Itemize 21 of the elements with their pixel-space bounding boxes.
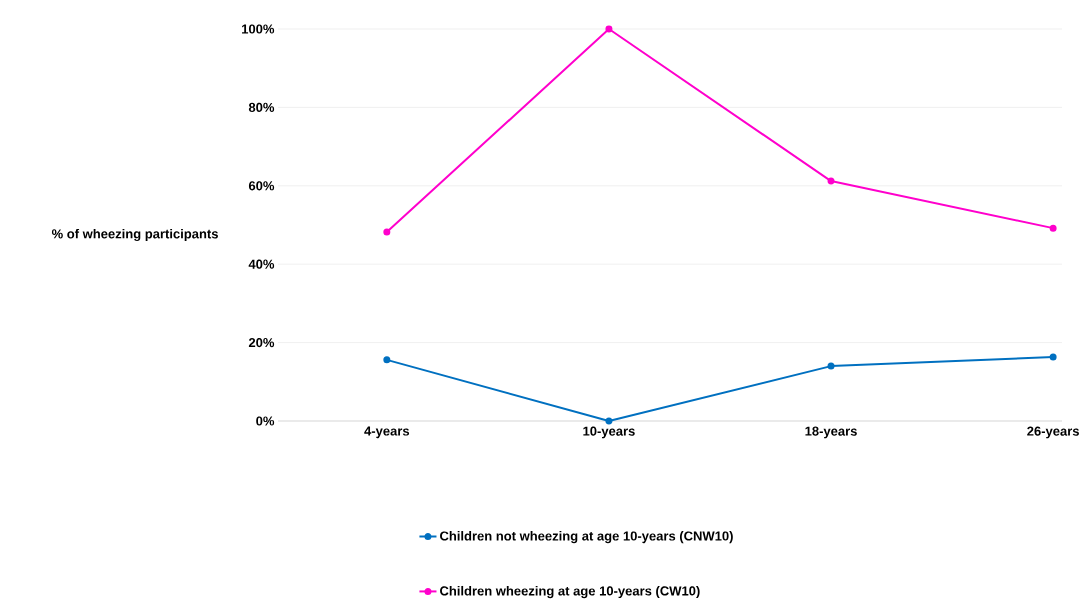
y-tick-label: 100% — [242, 24, 275, 34]
y-axis-title: % of wheezing participants — [51, 228, 218, 242]
x-tick-label: 26-years — [1027, 426, 1079, 439]
legend-label: Children wheezing at age 10-years (CW10) — [440, 585, 700, 599]
y-tick-label: 60% — [248, 181, 275, 191]
x-tick-label: 10-years — [583, 426, 635, 439]
y-tick-label: 80% — [248, 102, 275, 112]
y-tick-label: 40% — [248, 259, 275, 269]
point — [827, 362, 835, 370]
point — [383, 228, 391, 236]
point — [383, 356, 391, 364]
point — [605, 417, 613, 425]
x-tick-label: 18-years — [805, 426, 857, 439]
legend-label: Children not wheezing at age 10-years (CNW10) — [440, 531, 733, 544]
point — [1049, 224, 1057, 232]
y-tick-label: 20% — [248, 337, 275, 348]
point — [1049, 353, 1057, 361]
x-tick-label: 4-years — [364, 426, 410, 439]
point — [605, 25, 613, 33]
y-tick-label: 0% — [256, 416, 275, 426]
point — [827, 177, 835, 185]
